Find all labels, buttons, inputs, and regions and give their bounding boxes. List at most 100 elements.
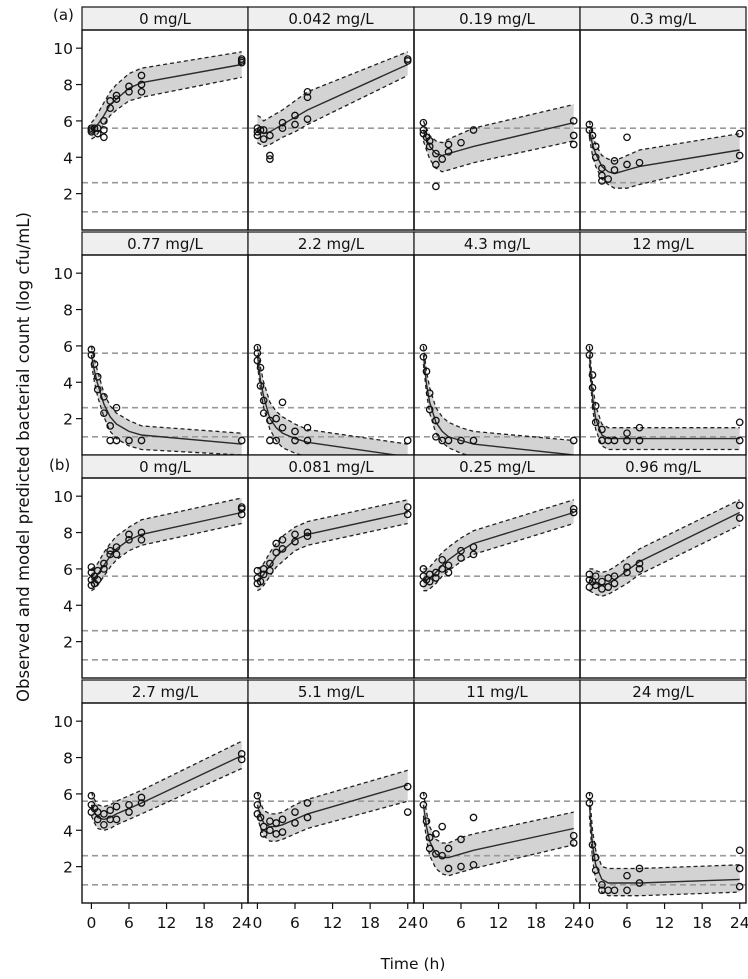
lower-bound-line — [422, 815, 574, 877]
observation-point — [100, 565, 108, 573]
observation-point — [598, 880, 606, 889]
observation-point — [591, 142, 600, 151]
x-tick-label: 24 — [398, 914, 418, 932]
observation-point — [623, 886, 631, 895]
observation-point — [457, 546, 465, 555]
observation-point — [419, 565, 428, 573]
panel-title: 11 mg/L — [466, 683, 528, 701]
panel-plot — [82, 740, 248, 886]
panel-plot — [248, 343, 414, 455]
panel-plot — [414, 343, 580, 455]
observation-point — [137, 528, 146, 537]
observation-point — [735, 864, 744, 873]
y-tick-label: 6 — [63, 786, 73, 804]
panel-b-11: 0.96 mg/L — [579, 454, 747, 679]
observation-point — [93, 385, 102, 394]
observation-point — [93, 575, 102, 584]
panel-plot — [82, 345, 248, 455]
observation-point — [256, 363, 265, 372]
observation-point — [735, 436, 744, 445]
panel-plot — [580, 791, 746, 897]
y-tick-label: 2 — [63, 859, 73, 877]
observation-point — [237, 755, 246, 764]
observation-point — [237, 436, 246, 445]
observation-point — [87, 345, 96, 354]
panel-title: 0 mg/L — [139, 458, 191, 476]
observation-point — [425, 405, 434, 414]
panel-b-14: 11 mg/L 0 6 12 18 24 — [413, 679, 584, 932]
observation-point — [137, 87, 146, 96]
x-tick-label: 24 — [232, 914, 252, 932]
observation-point — [735, 882, 744, 891]
upper-bound-line — [423, 499, 574, 570]
observation-point — [432, 830, 440, 838]
observation-point — [635, 864, 644, 873]
observation-point — [469, 126, 478, 134]
observation-point — [585, 799, 594, 807]
observation-point — [137, 71, 146, 80]
observation-point — [457, 138, 465, 147]
observation-point — [438, 822, 447, 831]
y-tick-label: 6 — [63, 561, 73, 579]
observation-point — [112, 436, 121, 445]
panel-title: 2.2 mg/L — [298, 235, 365, 253]
observation-point — [591, 153, 600, 162]
observation-point — [112, 95, 121, 103]
observation-point — [100, 810, 108, 818]
upper-bound-line — [589, 499, 740, 574]
observation-point — [112, 550, 121, 559]
observation-point — [266, 566, 274, 575]
observation-point — [610, 579, 619, 588]
observation-point — [278, 545, 287, 553]
observation-point — [106, 422, 115, 430]
panel-b-9: 0.081 mg/L — [247, 454, 415, 679]
observation-point — [112, 91, 121, 100]
observation-point — [419, 791, 428, 800]
panel-b-13: 5.1 mg/L 0 6 12 18 24 — [247, 679, 418, 932]
x-tick-label: 0 — [418, 914, 428, 932]
observation-point — [469, 543, 478, 551]
observation-point — [137, 535, 146, 544]
x-tick-label: 6 — [124, 914, 134, 932]
upper-bound-line — [90, 740, 242, 808]
observation-point — [585, 343, 594, 352]
observation-point — [403, 503, 412, 511]
panel-a-0: 0 mg/L 2 4 6 8 10 — [53, 6, 249, 231]
upper-bound-line — [256, 345, 408, 445]
observation-point — [610, 157, 619, 165]
observation-point — [272, 819, 281, 827]
observation-point — [278, 535, 287, 544]
y-tick-label: 4 — [63, 149, 73, 167]
panel-title: 0.96 mg/L — [625, 458, 701, 476]
observation-point — [256, 813, 265, 822]
observation-point — [425, 577, 434, 586]
observation-point — [432, 568, 440, 577]
observation-point — [591, 402, 600, 410]
x-tick-label: 18 — [692, 914, 712, 932]
observation-point — [237, 510, 246, 519]
observation-point — [125, 530, 133, 539]
observation-point — [623, 568, 631, 577]
x-tick-label: 18 — [526, 914, 546, 932]
observation-point — [87, 351, 96, 359]
x-tick-label: 0 — [252, 914, 262, 932]
observation-point — [87, 791, 96, 800]
observation-point — [125, 535, 133, 544]
observation-point — [291, 427, 299, 436]
observation-point — [125, 82, 133, 91]
observation-point — [635, 879, 644, 887]
y-axis-label: Observed and model predicted bacterial c… — [14, 212, 33, 702]
observation-point — [444, 140, 453, 149]
lower-bound-line — [257, 74, 408, 148]
observation-point — [735, 501, 744, 510]
observation-point — [457, 835, 465, 844]
observation-point — [256, 382, 265, 390]
panel-frame — [579, 702, 747, 904]
observation-point — [291, 530, 299, 539]
panel-frame — [413, 702, 581, 904]
panel-a-3: 0.3 mg/L — [579, 6, 747, 231]
y-tick-label: 6 — [63, 113, 73, 131]
y-tick-label: 8 — [63, 77, 73, 95]
observation-point — [569, 831, 578, 840]
